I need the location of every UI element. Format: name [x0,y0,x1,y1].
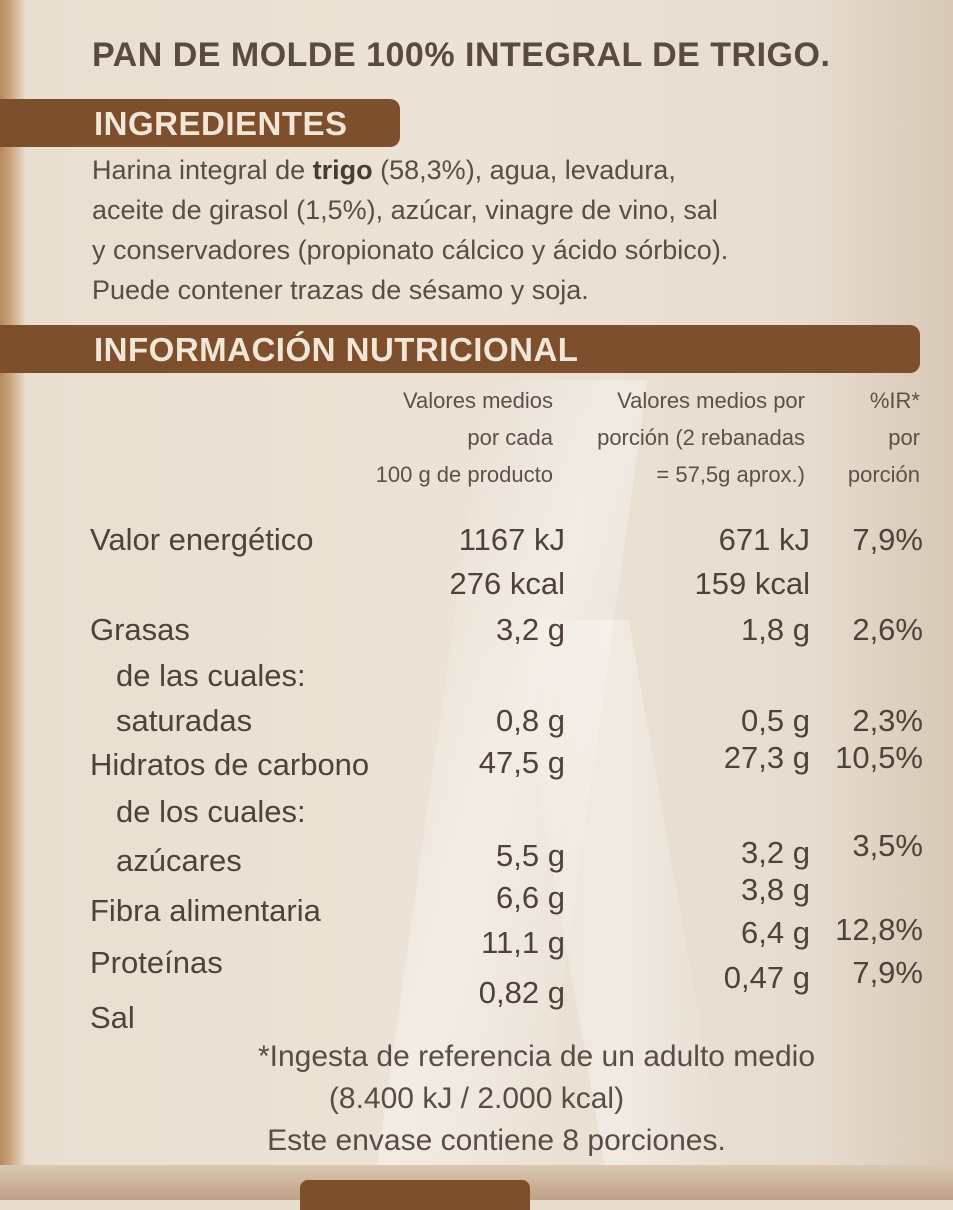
value-ir: 7,9% [852,522,923,557]
column-header-per-portion: Valores medios por porción (2 rebanadas … [597,388,805,487]
nutrition-band [0,325,920,373]
ingredients-heading: INGREDIENTES [94,105,348,142]
value-per-portion: 3,2 g [741,835,810,870]
column-header-ir: %IR* por porción [847,388,920,487]
row-label: de las cuales: [116,658,306,693]
row-label: saturadas [116,703,253,738]
ingredients-line-4: Puede contener trazas de sésamo y soja. [92,275,589,305]
value-ir: 10,5% [835,740,923,775]
value-per-portion: 159 kcal [694,566,810,601]
nutrition-heading: INFORMACIÓN NUTRICIONAL [94,331,579,368]
row-label: Sal [90,1000,135,1035]
row-label: Valor energético [90,522,314,557]
value-per-100g: 47,5 g [478,745,565,780]
value-per-100g: 1167 kJ [458,522,565,557]
value-per-100g: 5,5 g [496,838,565,873]
value-per-portion: 0,47 g [723,960,810,995]
value-per-100g: 6,6 g [496,880,565,915]
value-per-portion: 671 kJ [718,522,810,557]
value-per-100g: 0,8 g [496,703,565,738]
ingredients-text: Harina integral de trigo (58,3%), agua, … [92,150,912,310]
value-ir: 2,6% [852,612,923,647]
footnote-reference: *Ingesta de referencia de un adulto medi… [257,1040,816,1073]
footnote-portions: Este envase contiene 8 porciones. [267,1124,726,1157]
value-per-portion: 3,8 g [741,872,810,907]
product-title: PAN DE MOLDE 100% INTEGRAL DE TRIGO. [92,36,831,74]
next-section-band [300,1180,530,1210]
value-ir: 3,5% [852,828,923,863]
value-per-100g: 3,2 g [496,612,565,647]
row-label: Grasas [90,612,190,647]
row-label: de los cuales: [116,794,306,829]
row-label: Fibra alimentaria [90,893,321,928]
value-per-portion: 27,3 g [723,740,810,775]
ingredients-line-1: Harina integral de trigo (58,3%), agua, … [92,155,676,185]
row-label: azúcares [116,843,242,878]
value-ir: 12,8% [835,912,923,947]
column-header-per-100g: Valores medios por cada 100 g de product… [375,388,553,487]
value-ir: 2,3% [852,703,923,738]
footnote-energy: (8.400 kJ / 2.000 kcal) [328,1082,625,1115]
value-per-portion: 1,8 g [741,612,810,647]
ingredients-line-2: aceite de girasol (1,5%), azúcar, vinagr… [92,195,718,225]
ingredients-line-3: y conservadores (propionato cálcico y ác… [92,235,729,265]
value-per-portion: 6,4 g [741,915,810,950]
value-per-100g: 0,82 g [478,975,565,1010]
row-label: Hidratos de carbono [90,747,370,782]
ingredients-band [0,99,400,147]
value-ir: 7,9% [852,955,923,990]
value-per-portion: 0,5 g [741,703,810,738]
row-label: Proteínas [90,945,223,980]
value-per-100g: 11,1 g [481,925,565,960]
value-per-100g: 276 kcal [449,566,565,601]
package-crease [372,380,648,1200]
